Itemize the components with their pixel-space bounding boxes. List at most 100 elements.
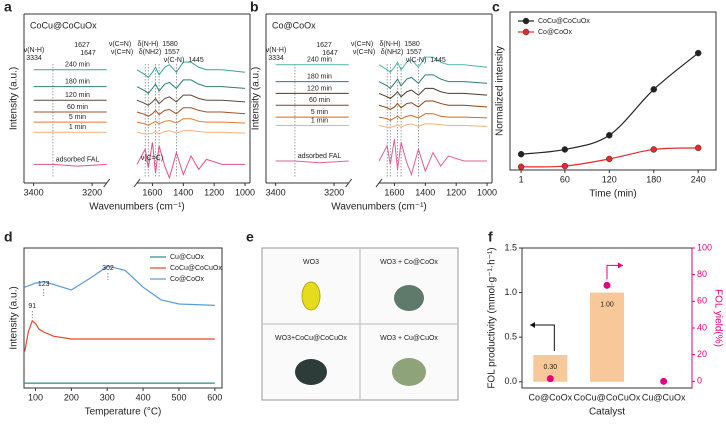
yield-point	[603, 281, 611, 289]
x-tick-label: Cu@CuOx	[642, 392, 686, 402]
series-label: 5 min	[311, 109, 328, 116]
series-label: 240 min	[307, 57, 332, 64]
x-tick-label: 240	[691, 174, 706, 184]
legend-marker	[522, 17, 530, 25]
x-tick-label: 1200	[204, 187, 224, 197]
y-axis-label: Normalized intensity	[495, 46, 506, 136]
photo-caption: WO3 + Co@CoOx	[380, 259, 438, 266]
axis-break	[133, 178, 141, 188]
x-axis-label: Wavenumbers (cm⁻¹)	[331, 202, 426, 213]
peak-annotation: 1557	[164, 49, 180, 56]
x-tick-label: 600	[207, 392, 222, 402]
peak-annotation: ν(N-H)	[266, 47, 287, 54]
series-label: adsorbed FAL	[298, 153, 342, 160]
series-label: 60 min	[309, 97, 330, 104]
spectrum-line	[136, 79, 246, 95]
y-axis-label: Intensity (a.u.)	[9, 286, 20, 349]
peak-annotation: ν(C=C)	[141, 155, 163, 162]
peak-annotation: ν(C-N)	[164, 57, 185, 64]
y-tick-label: 0.5	[504, 332, 517, 342]
plot-frame	[23, 247, 223, 389]
arrow-head	[530, 322, 535, 329]
spectrum-line	[378, 87, 488, 100]
y2-tick-label: 60	[697, 296, 707, 306]
x-tick-label: Co@CoOx	[529, 392, 573, 402]
series-label: 240 min	[65, 62, 90, 69]
peak-annotation: 1580	[404, 41, 420, 48]
x-tick-label: 1400	[415, 187, 435, 197]
y-tick-label: 1.0	[504, 287, 517, 297]
peak-annotation: δ(N-H)	[138, 41, 159, 48]
x-tick-label: 300	[100, 392, 115, 402]
y2-tick-label: 80	[697, 269, 707, 279]
x-tick-label: 1000	[477, 187, 497, 197]
y2-tick-label: 40	[697, 322, 707, 332]
powder-photo	[394, 285, 424, 311]
data-point	[561, 162, 569, 170]
spectrum-line	[136, 130, 246, 135]
spectrum-line	[378, 138, 488, 177]
axis-arrow	[530, 324, 555, 352]
peak-annotation: 3334	[268, 55, 284, 62]
x-tick-label: 1200	[446, 187, 466, 197]
x-tick-label: 120	[602, 174, 617, 184]
axis-arrow	[606, 264, 623, 280]
x-tick-label: 1600	[142, 187, 162, 197]
spectrum-line	[378, 74, 488, 90]
peak-annotation: ν(C-N)	[406, 57, 427, 64]
x-axis-label: Time (min)	[589, 189, 636, 200]
data-point	[517, 150, 525, 158]
x-tick-label: 60	[560, 174, 570, 184]
powder-photo	[301, 281, 321, 311]
data-point	[517, 163, 525, 171]
arrow-head	[618, 262, 623, 269]
peak-label: 91	[28, 303, 36, 310]
value-label: 0.30	[544, 364, 558, 371]
peak-annotation: 1445	[188, 57, 204, 64]
y2-tick-label: 100	[697, 242, 712, 252]
data-point	[694, 144, 702, 152]
x-tick-label: 500	[171, 392, 186, 402]
spectrum-line	[136, 142, 246, 180]
panel-letter: d	[4, 229, 13, 245]
data-point	[650, 146, 658, 153]
value-label: 1.00	[600, 301, 614, 308]
peak-annotation: δ(NH2)	[139, 49, 162, 56]
series-label: 180 min	[307, 73, 332, 80]
spectrum-line	[378, 113, 488, 122]
peak-annotation: 1557	[406, 49, 422, 56]
yield-point	[546, 375, 554, 383]
powder-photo	[295, 359, 327, 385]
peak-annotation: 1647	[80, 50, 96, 57]
y2-tick-label: 0	[697, 376, 702, 386]
peak-annotation: 1647	[322, 50, 338, 57]
panel-letter: b	[250, 0, 259, 15]
series-label: 1 min	[311, 117, 328, 124]
x-tick-label: 1	[519, 174, 524, 184]
powder-photo	[392, 358, 426, 386]
y2-tick-label: 20	[697, 349, 707, 359]
x-tick-label: 1400	[173, 187, 193, 197]
spectrum-line	[378, 100, 488, 111]
series-label: 5 min	[69, 114, 86, 121]
legend-label: Cu@CuOx	[170, 254, 204, 261]
peak-annotation: 3334	[26, 55, 42, 62]
spectrum-line	[136, 94, 246, 106]
peak-annotation: δ(NH2)	[381, 49, 404, 56]
axis-break	[345, 178, 353, 188]
x-tick-label: 1600	[384, 187, 404, 197]
x-tick-label: 400	[136, 392, 151, 402]
bar	[590, 292, 624, 382]
y-axis-label: FOL productivity (mmol·g⁻¹·h⁻¹)	[487, 247, 498, 388]
legend-label: Co@CoOx	[170, 276, 204, 283]
x-axis-label: Catalyst	[589, 407, 625, 418]
data-point	[606, 155, 613, 163]
panel-letter: c	[492, 0, 500, 15]
axis-break	[103, 178, 111, 188]
photo-caption: WO3 + Cu@CuOx	[380, 335, 438, 342]
peak-annotation: ν(C=N)	[111, 49, 133, 56]
y-axis-label: Intensity (a.u.)	[9, 67, 20, 130]
spectrum-line	[33, 163, 107, 167]
x-axis-label: Temperature (°C)	[85, 407, 162, 418]
